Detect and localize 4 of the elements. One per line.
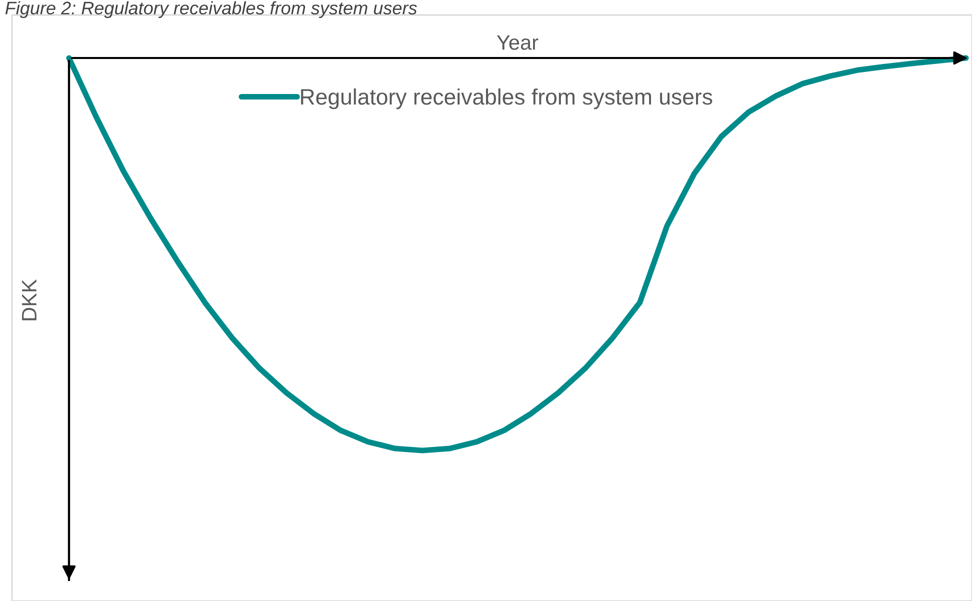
- chart-title: Figure 2: Regulatory receivables from system users: [5, 1, 417, 18]
- x-axis-title: Year: [496, 35, 538, 50]
- legend-label: Regulatory receivables from system users: [301, 88, 712, 110]
- y-axis-title: DKK: [22, 279, 36, 320]
